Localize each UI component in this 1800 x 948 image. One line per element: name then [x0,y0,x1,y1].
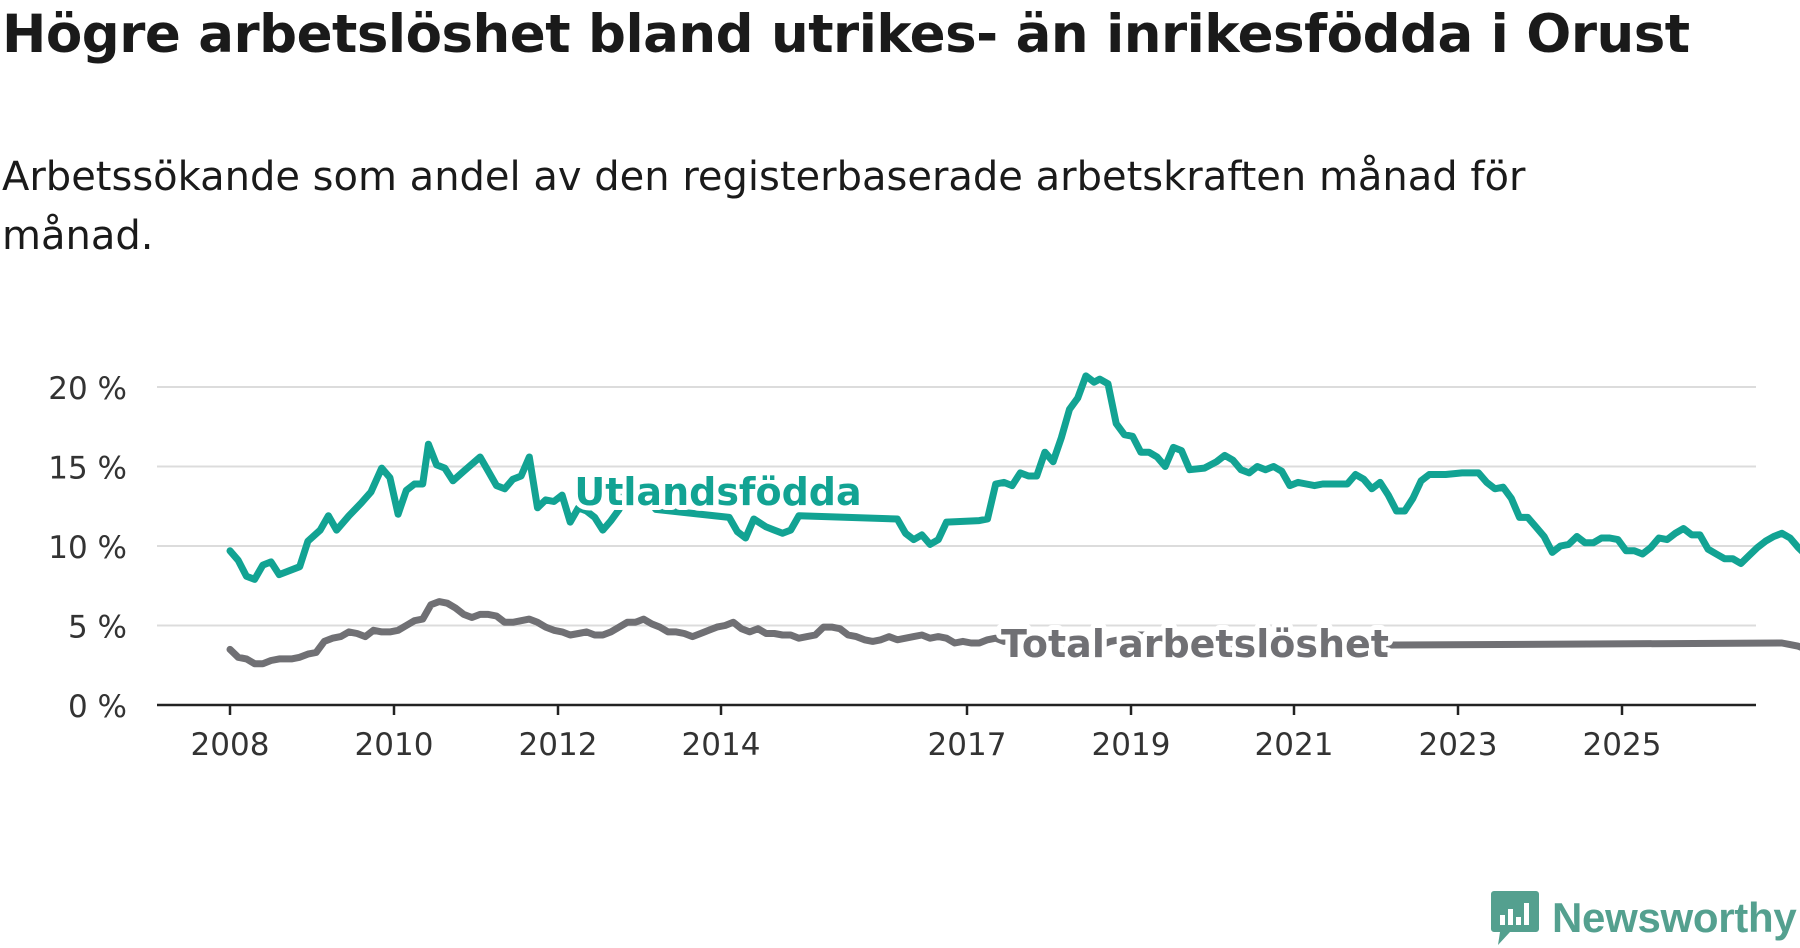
newsworthy-logo-icon [1491,891,1539,945]
x-tick-label: 2014 [682,727,761,763]
brand-name: Newsworthy [1552,894,1797,941]
y-axis-tick-labels: 0 % 5 % 10 % 15 % 20 % [48,371,127,725]
x-tick-label: 2021 [1255,727,1334,763]
series-lines [226,372,1800,668]
series-line-total [226,598,1800,668]
series-label-total: Total arbetslöshet [1001,622,1389,666]
brand: Newsworthy [1490,888,1797,948]
chart-title: Högre arbetslöshet bland utrikes- än inr… [2,4,1690,65]
chart-subtitle: Arbetssökande som andel av den registerb… [2,154,1526,259]
series-line-utlandsfodda [226,372,1800,583]
y-tick-label: 10 % [48,530,127,566]
y-tick-label: 20 % [48,371,127,407]
x-tick-label: 2025 [1583,727,1662,763]
x-tick-label: 2019 [1092,727,1171,763]
x-tick-label: 2012 [519,727,598,763]
y-tick-label: 15 % [48,451,127,487]
x-tick-label: 2010 [355,727,434,763]
x-tick-label: 2023 [1419,727,1498,763]
x-axis: 2008 2010 2012 2014 2017 2019 2021 2023 2025 [157,703,1756,763]
series-label-utlandsfodda: Utlandsfödda [574,470,861,514]
x-tick-label: 2017 [928,727,1007,763]
y-tick-label: 5 % [68,610,127,646]
y-tick-label: 0 % [68,689,127,725]
x-tick-label: 2008 [191,727,270,763]
